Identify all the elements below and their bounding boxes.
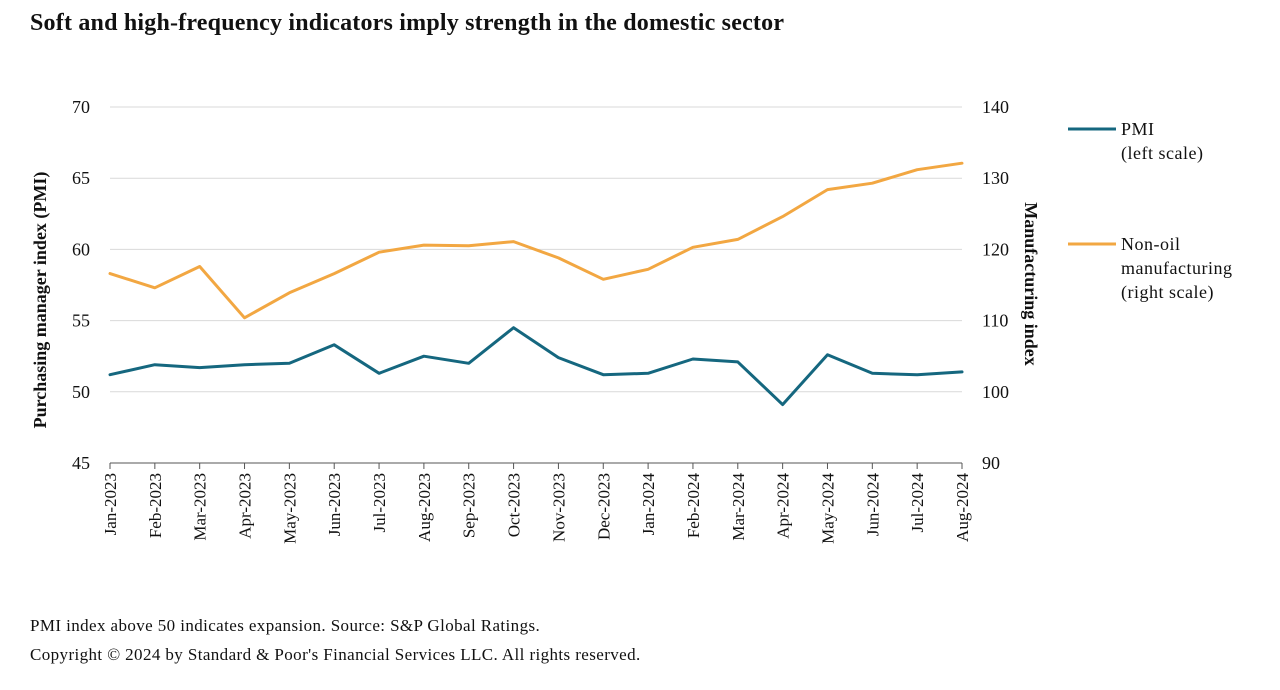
x-tick-label: Aug-2023	[415, 473, 434, 542]
x-tick-label: Jan-2023	[101, 473, 120, 535]
axes: 45 50 55 60 65 70 90 100 110 120 130 140 Jan-2023 Feb…	[30, 97, 1041, 544]
right-tick-label: 110	[982, 311, 1008, 331]
line-chart: 45 50 55 60 65 70 90 100 110 120 130 140 Jan-2023 Feb…	[30, 97, 1232, 544]
non-oil-manufacturing-series-line	[108, 161, 964, 320]
left-tick-label: 45	[72, 453, 90, 473]
x-tick-label: Jul-2024	[908, 473, 927, 533]
x-tick-label: Sep-2023	[460, 473, 479, 538]
legend-label: (left scale)	[1121, 143, 1203, 164]
y-axis-title-left: Purchasing manager index (PMI)	[30, 172, 51, 429]
y-axis-title-right: Manufacturing index	[1021, 202, 1041, 366]
x-tick-label: Jan-2024	[639, 473, 658, 536]
right-tick-label: 100	[982, 382, 1009, 402]
copyright-notice: Copyright © 2024 by Standard & Poor's Fi…	[30, 645, 641, 664]
x-tick-label: May-2024	[818, 473, 837, 544]
x-tick-label: Mar-2023	[191, 473, 210, 541]
x-tick-label: Feb-2023	[146, 473, 165, 538]
left-tick-label: 60	[72, 239, 90, 259]
x-tick-label: Oct-2023	[505, 473, 524, 537]
pmi-series-line	[108, 326, 964, 407]
left-tick-label: 70	[72, 97, 90, 117]
x-tick-label: Dec-2023	[594, 473, 613, 540]
x-tick-label: Jun-2024	[863, 473, 882, 537]
right-tick-label: 90	[982, 453, 1000, 473]
legend-label: manufacturing	[1121, 258, 1232, 278]
x-tick-label: Apr-2023	[236, 473, 255, 539]
x-tick-label: Apr-2024	[774, 473, 793, 539]
legend-label: PMI	[1121, 119, 1155, 139]
legend-label: (right scale)	[1121, 282, 1214, 303]
x-tick-label: Mar-2024	[729, 473, 748, 541]
right-tick-label: 130	[982, 168, 1009, 188]
left-tick-label: 55	[72, 311, 90, 331]
legend-label: Non-oil	[1121, 234, 1181, 254]
series-lines	[108, 161, 964, 407]
right-tick-label: 140	[982, 97, 1009, 117]
x-tick-label: May-2023	[280, 473, 299, 544]
x-tick-label: Nov-2023	[549, 473, 568, 542]
x-tick-label: Jul-2023	[370, 473, 389, 533]
left-tick-label: 65	[72, 168, 90, 188]
x-tick-label: Feb-2024	[684, 473, 703, 539]
legend: PMI (left scale) Non-oil manufacturing (righ…	[1068, 119, 1232, 303]
chart-title: Soft and high-frequency indicators imply…	[30, 10, 785, 36]
left-tick-label: 50	[72, 382, 90, 402]
right-tick-label: 120	[982, 239, 1009, 259]
footnote: PMI index above 50 indicates expansion. …	[30, 616, 541, 635]
x-tick-label: Aug-2024	[953, 473, 972, 542]
x-tick-label: Jun-2023	[325, 473, 344, 536]
